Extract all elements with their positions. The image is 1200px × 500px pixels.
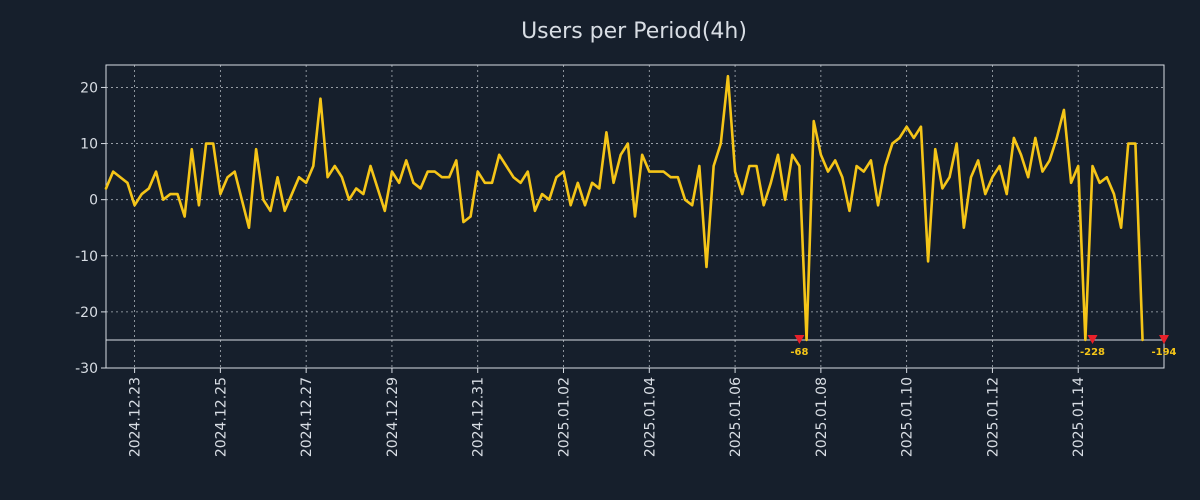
x-tick-label: 2024.12.29	[385, 377, 401, 457]
chart-title: Users per Period(4h)	[521, 19, 747, 44]
y-tick-label: 0	[89, 193, 98, 209]
y-axis: 20 10 0 -10 -20 -30	[75, 80, 106, 377]
grid-lines	[106, 65, 1164, 368]
y-tick-label: -30	[75, 361, 98, 377]
outlier-marker	[794, 334, 805, 344]
outlier-marker	[1087, 334, 1098, 344]
x-tick-label: 2024.12.25	[213, 377, 229, 457]
y-tick-label: 10	[80, 137, 98, 153]
x-tick-label: 2025.01.08	[814, 377, 830, 457]
x-axis: 2024.12.23 2024.12.25 2024.12.27 2024.12.29…	[128, 368, 1087, 457]
y-tick-label: 20	[80, 80, 98, 96]
x-tick-label: 2025.01.14	[1071, 377, 1087, 457]
x-tick-label: 2025.01.12	[985, 377, 1001, 457]
outlier-label: -194	[1151, 347, 1176, 358]
outlier-label: -68	[790, 347, 808, 358]
y-tick-label: -20	[75, 305, 98, 321]
x-tick-label: 2024.12.27	[299, 377, 315, 457]
outlier-markers: -68 -228 -194	[790, 334, 1177, 358]
x-tick-label: 2025.01.02	[557, 377, 573, 457]
x-tick-label: 2025.01.06	[728, 377, 744, 457]
x-tick-label: 2024.12.23	[128, 377, 144, 457]
series-users	[104, 74, 1144, 342]
y-tick-label: -10	[75, 249, 98, 265]
x-tick-label: 2025.01.04	[642, 377, 658, 457]
plot-frame	[105, 64, 1165, 369]
series-line	[104, 74, 1144, 342]
x-tick-label: 2024.12.31	[471, 377, 487, 457]
x-tick-label: 2025.01.10	[900, 377, 916, 457]
outlier-marker	[1159, 334, 1169, 344]
outlier-label: -228	[1080, 347, 1105, 358]
